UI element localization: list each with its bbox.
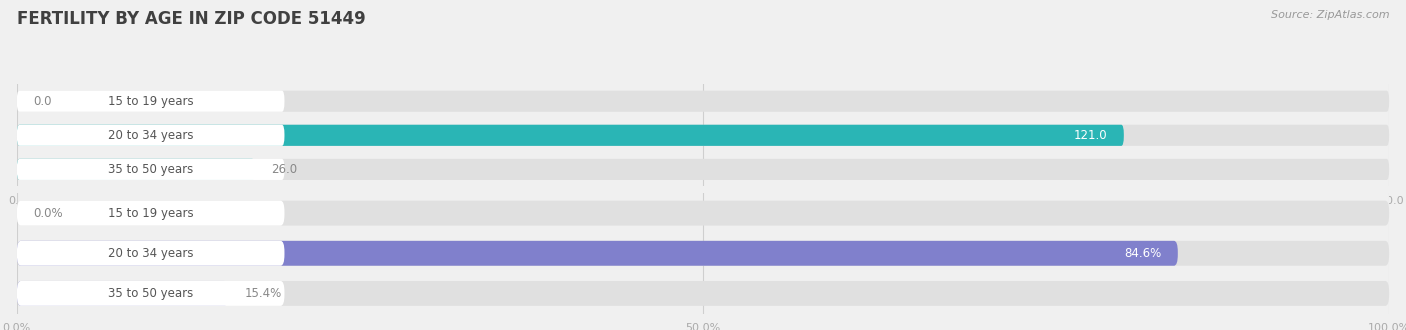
FancyBboxPatch shape	[17, 125, 1123, 146]
Text: Source: ZipAtlas.com: Source: ZipAtlas.com	[1271, 10, 1389, 20]
Text: FERTILITY BY AGE IN ZIP CODE 51449: FERTILITY BY AGE IN ZIP CODE 51449	[17, 10, 366, 28]
Text: 0.0%: 0.0%	[34, 207, 63, 220]
Text: 15 to 19 years: 15 to 19 years	[108, 95, 194, 108]
Text: 0.0: 0.0	[34, 95, 52, 108]
FancyBboxPatch shape	[17, 125, 284, 146]
FancyBboxPatch shape	[17, 241, 1389, 266]
FancyBboxPatch shape	[17, 281, 228, 306]
FancyBboxPatch shape	[17, 241, 284, 266]
Text: 15 to 19 years: 15 to 19 years	[108, 207, 194, 220]
FancyBboxPatch shape	[17, 281, 1389, 306]
FancyBboxPatch shape	[17, 91, 284, 112]
FancyBboxPatch shape	[17, 201, 1389, 226]
Text: 26.0: 26.0	[271, 163, 297, 176]
FancyBboxPatch shape	[17, 159, 254, 180]
Text: 20 to 34 years: 20 to 34 years	[108, 247, 194, 260]
FancyBboxPatch shape	[17, 159, 1389, 180]
Text: 121.0: 121.0	[1074, 129, 1108, 142]
Text: 35 to 50 years: 35 to 50 years	[108, 287, 193, 300]
FancyBboxPatch shape	[17, 159, 284, 180]
FancyBboxPatch shape	[17, 241, 1178, 266]
FancyBboxPatch shape	[17, 91, 1389, 112]
Text: 20 to 34 years: 20 to 34 years	[108, 129, 194, 142]
FancyBboxPatch shape	[17, 125, 1389, 146]
Text: 84.6%: 84.6%	[1123, 247, 1161, 260]
FancyBboxPatch shape	[17, 281, 284, 306]
Text: 15.4%: 15.4%	[245, 287, 283, 300]
Text: 35 to 50 years: 35 to 50 years	[108, 163, 193, 176]
FancyBboxPatch shape	[17, 201, 284, 226]
